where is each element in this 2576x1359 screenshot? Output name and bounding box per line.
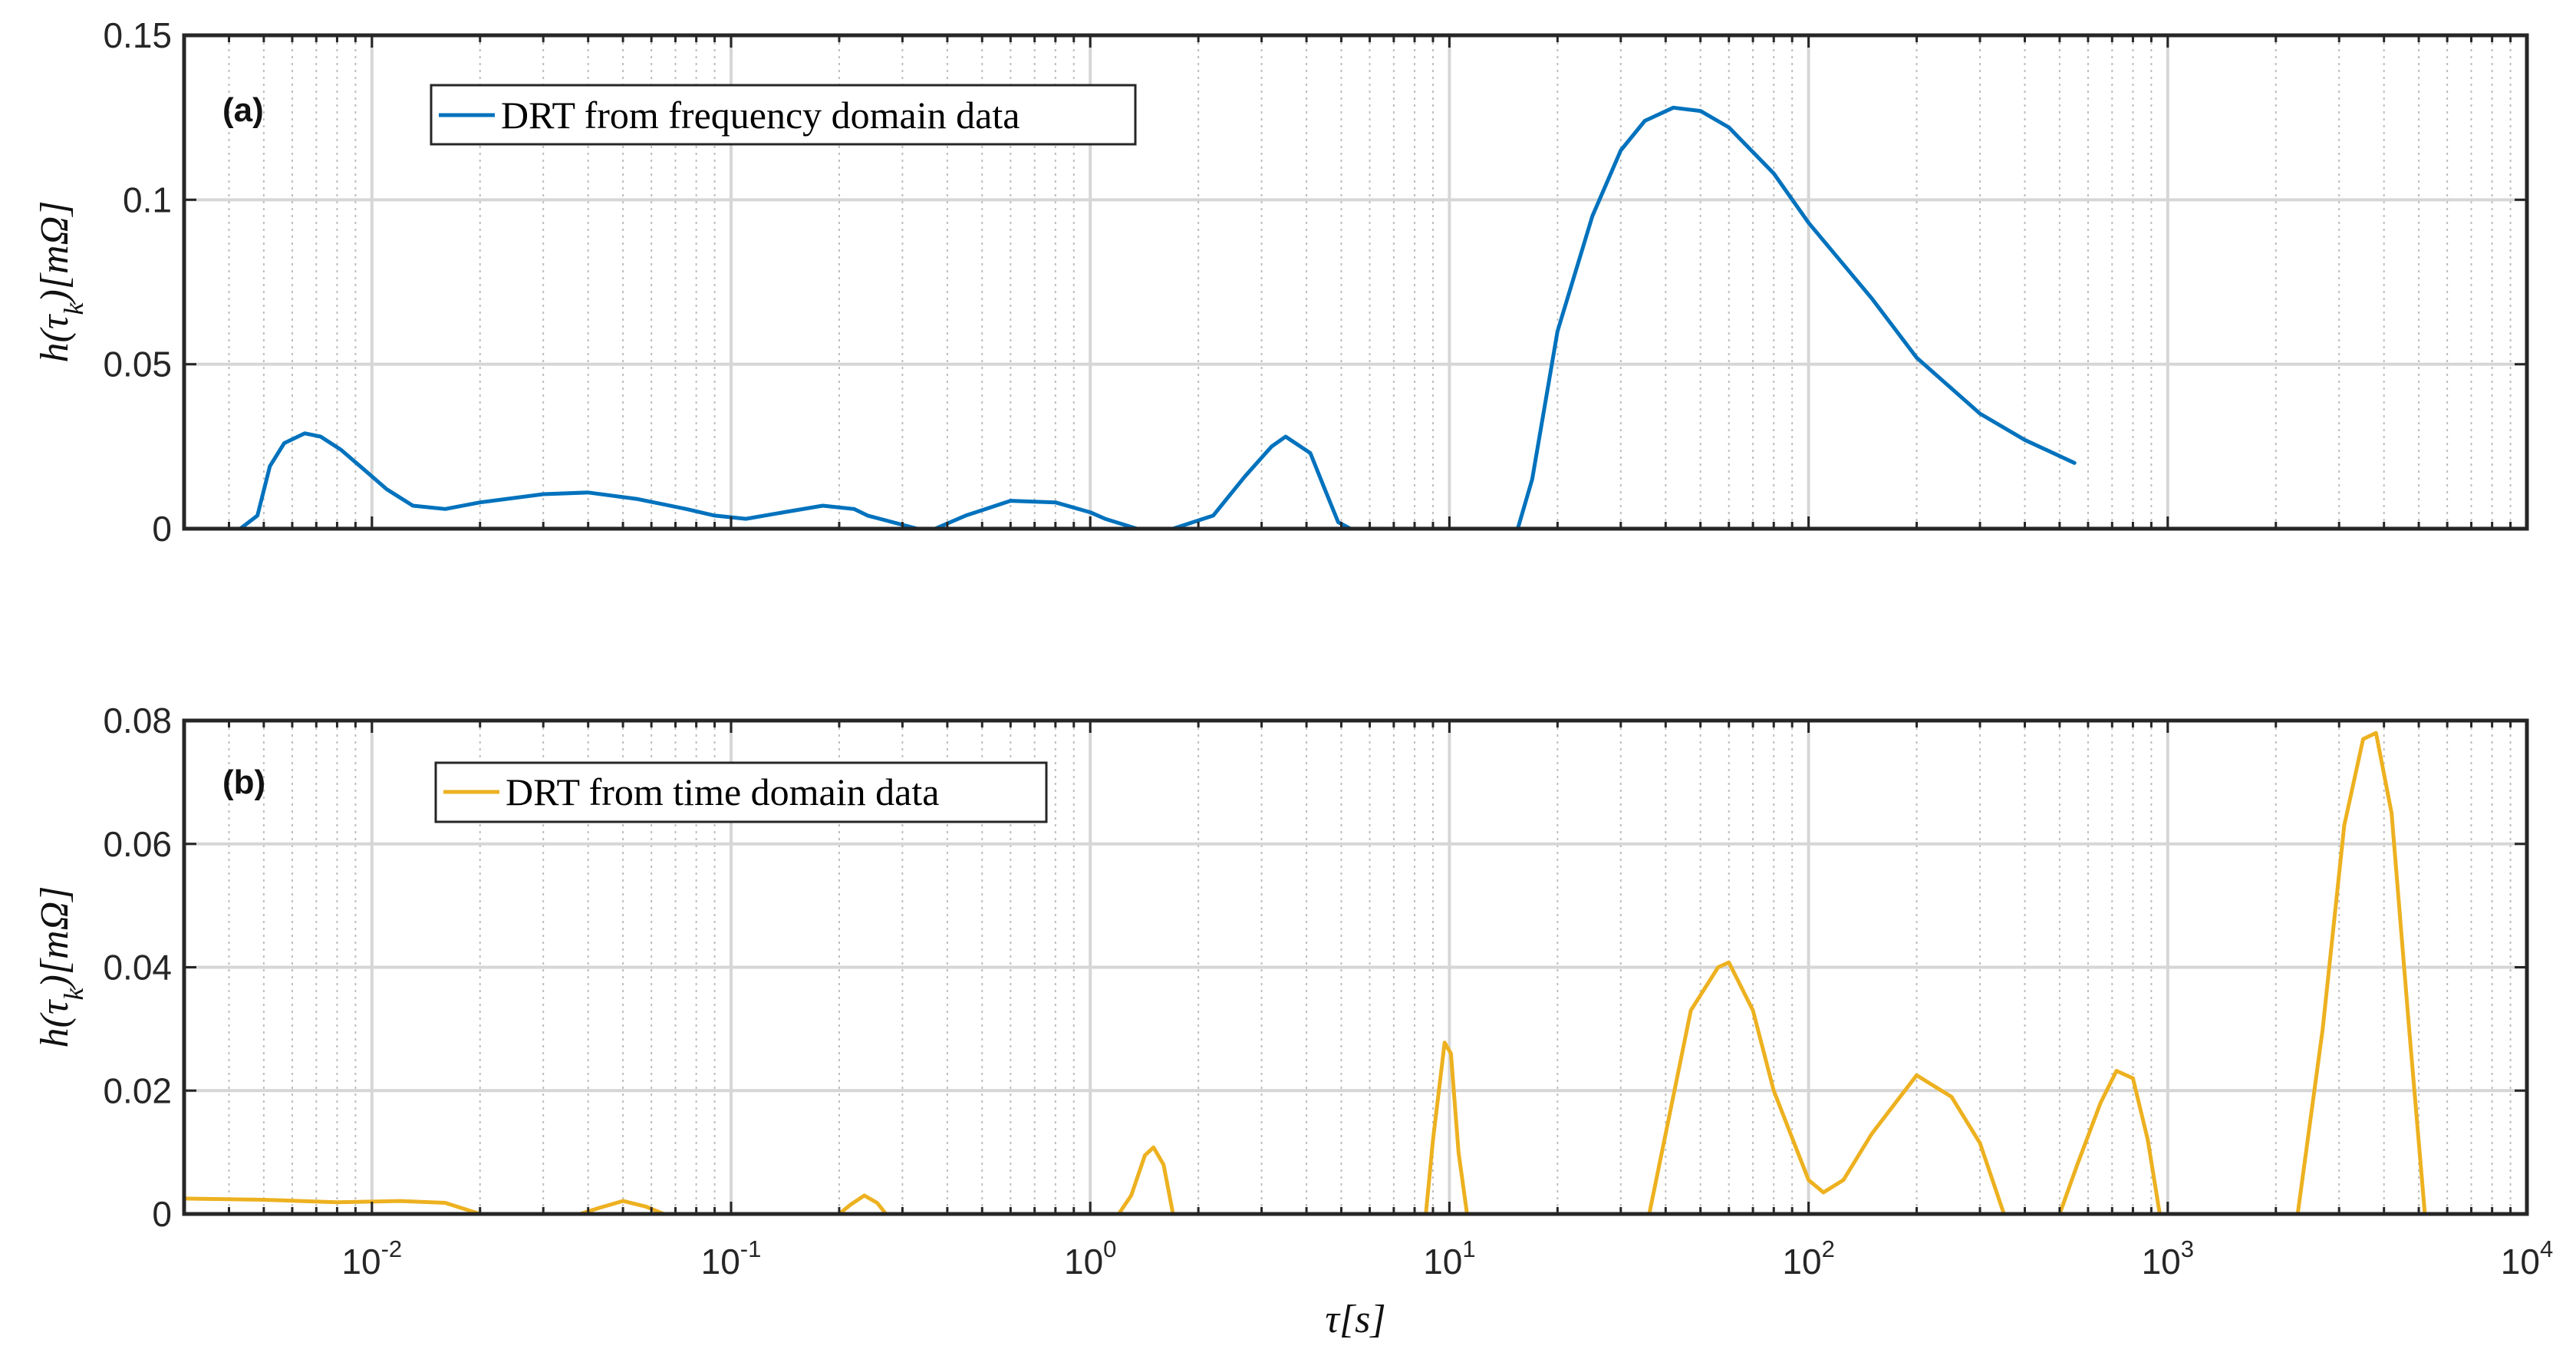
y-tick-label: 0.05	[103, 345, 172, 384]
y-tick-label: 0.08	[103, 701, 172, 741]
y-tick-label: 0	[152, 1194, 172, 1234]
x-tick-label: 10-2	[341, 1235, 402, 1281]
x-tick-label: 100	[1064, 1235, 1116, 1281]
panel-a-series-line	[182, 105, 2077, 531]
panel-b-axes: 0 0.02 0.04 0.06 0.08 10-2 10-1 100 101 102 103 104…	[33, 701, 2553, 1341]
panel-a-legend: DRT from frequency domain data	[430, 84, 1137, 146]
y-tick-label: 0	[152, 509, 172, 549]
x-tick-label: 102	[1782, 1235, 1834, 1281]
y-tick-label: 0.15	[103, 15, 172, 55]
panel-b-legend: DRT from time domain data	[434, 761, 1048, 823]
panel-a-frame	[182, 33, 2529, 531]
panel-a-axes: 0 0.05 0.1 0.15 (a) DRT from frequency doma…	[33, 15, 2529, 549]
x-tick-label: 101	[1423, 1235, 1475, 1281]
x-tick-label: 104	[2501, 1235, 2553, 1281]
panel-b-frame	[182, 718, 2529, 1216]
panel-a-tag: (a)	[222, 91, 264, 129]
y-tick-label: 0.02	[103, 1070, 172, 1110]
x-axis-label: τ[s]	[1325, 1298, 1385, 1341]
legend-label: DRT from time domain data	[506, 770, 939, 813]
panel-b-series-line	[182, 731, 2529, 1216]
panel-b-ticks: 0 0.02 0.04 0.06 0.08 10-2 10-1 100 101 102 103 104	[103, 701, 2553, 1281]
y-tick-label: 0.04	[103, 948, 172, 988]
y-tick-label: 0.1	[123, 180, 172, 219]
x-tick-label: 10-1	[701, 1235, 762, 1281]
x-tick-label: 103	[2142, 1235, 2194, 1281]
y-tick-label: 0.06	[103, 824, 172, 864]
panel-b-tag: (b)	[222, 764, 265, 801]
legend-label: DRT from frequency domain data	[501, 94, 1020, 137]
